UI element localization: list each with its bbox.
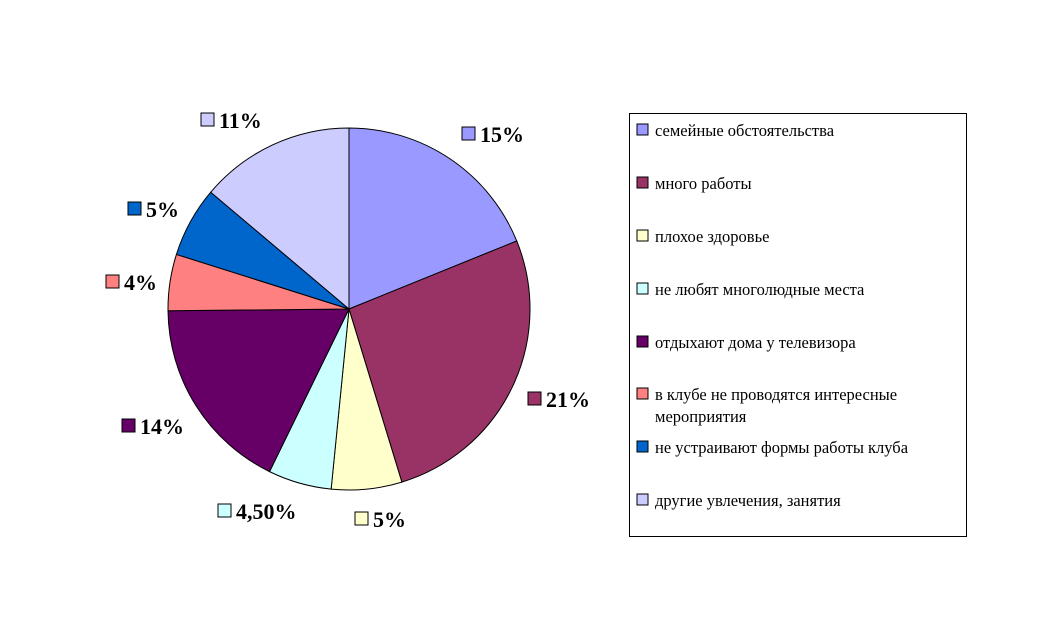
data-label-swatch [527,391,542,406]
data-label: 15% [480,122,524,147]
data-labels: 15% 21% 5% 4,50% 14% 4% 5% 11% [105,108,590,532]
data-label: 14% [140,414,184,439]
legend-entry: семейные обстоятельства [655,121,835,140]
legend-entry: плохое здоровье [655,227,769,246]
data-label-swatch [121,418,136,433]
legend-swatch [636,176,649,189]
data-label: 4,50% [236,499,297,524]
data-label-swatch [354,511,369,526]
data-label-swatch [105,274,120,289]
pie-slice [210,127,350,311]
legend-entry: отдыхают дома у телевизора [655,333,856,352]
legend-entry: не устраивают формы работы клуба [655,438,909,457]
legend-swatch [636,123,649,136]
legend-entry: мероприятия [655,407,747,426]
pie-slice [348,127,518,310]
data-label: 5% [146,197,179,222]
pie-slice [167,308,350,473]
data-label: 5% [373,507,406,532]
pie-slice [348,240,531,483]
pie-slices [167,127,531,491]
legend-swatch [636,229,649,242]
data-label-swatch [127,201,142,216]
legend-entry: другие увлечения, занятия [655,491,841,510]
data-label-swatch [461,126,476,141]
legend-swatch [636,387,649,400]
legend-swatch [636,335,649,348]
legend-entry: не любят многолюдные места [655,280,865,299]
data-label: 4% [124,270,157,295]
data-label-swatch [217,503,232,518]
data-label: 21% [546,387,590,412]
legend-entry: много работы [655,174,752,193]
legend-swatch [636,440,649,453]
data-label: 11% [219,108,262,133]
legend-swatch [636,282,649,295]
legend-box [629,113,967,537]
legend-entry: в клубе не проводятся интересные [655,385,897,404]
data-label-swatch [200,112,215,127]
legend-swatch [636,493,649,506]
legend: семейные обстоятельства много работы плохо… [636,121,909,510]
